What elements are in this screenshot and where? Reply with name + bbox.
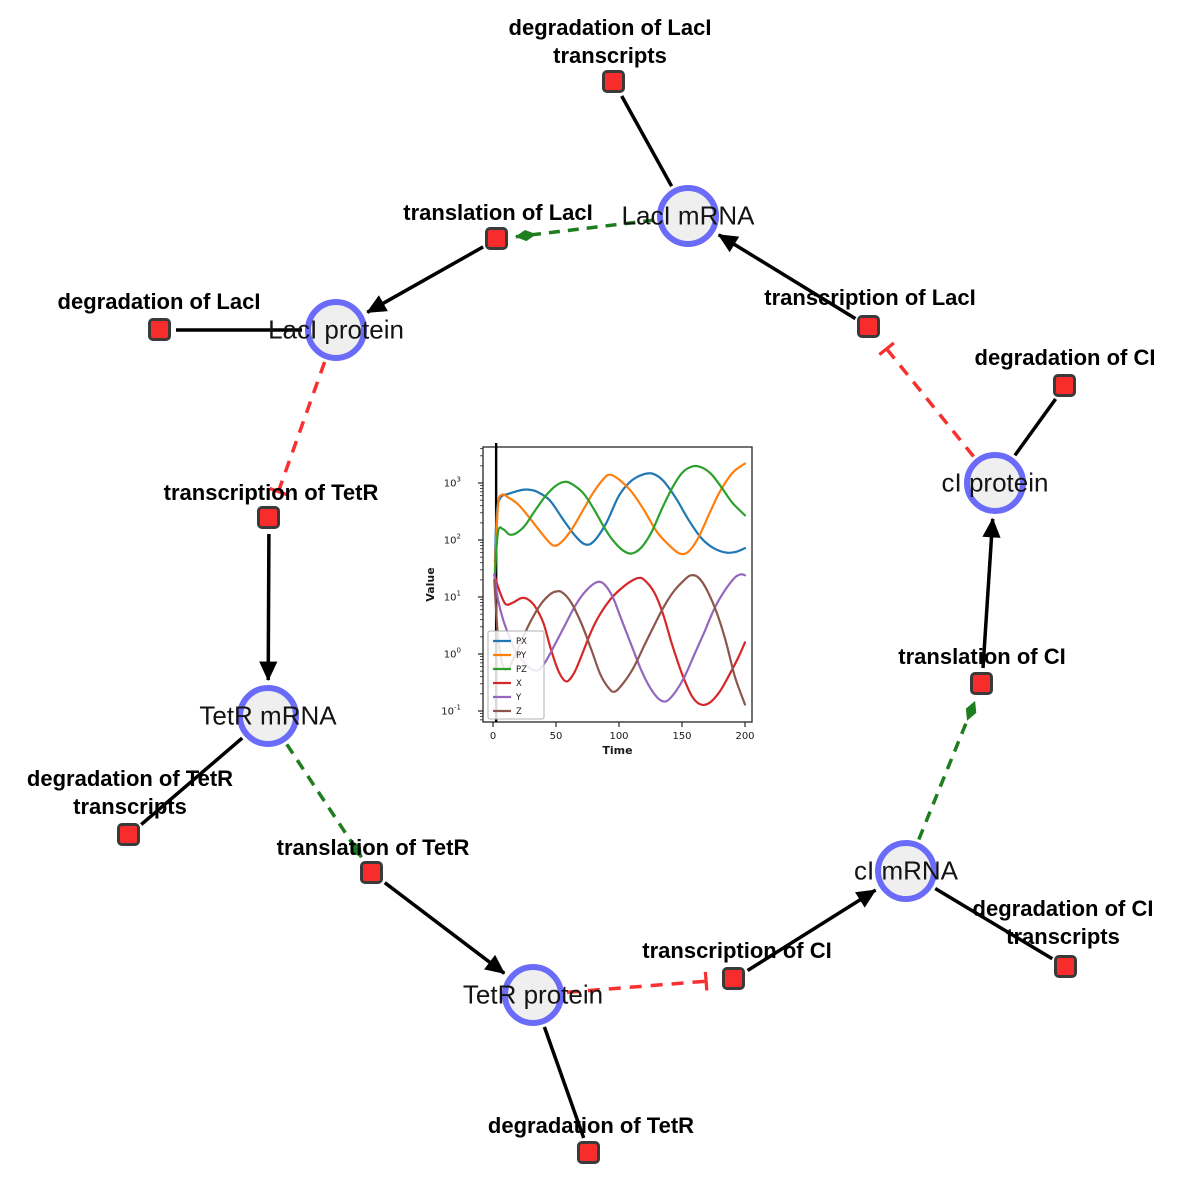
edge-arrow-transcription-tetR-to-tetR-mRNA: [259, 533, 278, 682]
reaction-label-line: transcripts: [73, 794, 187, 819]
x-tick-label: 0: [490, 731, 496, 742]
x-axis-label: Time: [602, 744, 632, 757]
species-node-tetR-mRNA: [237, 685, 299, 747]
reaction-label-line: transcription of TetR: [163, 479, 379, 505]
reaction-label-line: degradation of TetR: [26, 765, 234, 791]
edge-arrow-translation-lacI-to-lacI-protein: [366, 245, 484, 314]
x-tick-label: 100: [609, 731, 628, 742]
reaction-node-deg-lacI-transcripts: [602, 70, 625, 93]
reaction-node-deg-tetR: [577, 1141, 600, 1164]
reaction-label-deg-cI-transcripts: degradation of CI transcripts: [973, 895, 1154, 951]
reaction-label-translation-cI: translation of CI: [898, 643, 1065, 671]
edge-arrow-translation-cI-to-cI-protein: [981, 517, 1001, 669]
reaction-label-line: degradation of TetR: [487, 1112, 695, 1138]
species-label-tetR-mRNA: TetR mRNA: [199, 700, 337, 731]
reaction-node-deg-cI: [1053, 374, 1076, 397]
y-tick-label: 102: [444, 533, 461, 547]
reaction-label-deg-lacI: degradation of LacI: [58, 288, 261, 316]
species-label-cI-protein: cI protein: [941, 467, 1049, 498]
x-tick-label: 200: [735, 731, 754, 742]
species-node-tetR-protein: [502, 964, 564, 1026]
reaction-label-line: degradation of LacI: [508, 14, 712, 40]
species-node-lacI-mRNA: [657, 185, 719, 247]
reaction-label-line: transcription of CI: [642, 937, 832, 963]
reaction-label-line: degradation of CI: [972, 895, 1154, 921]
series-line-X: [493, 573, 747, 707]
reaction-label-line: degradation of CI: [974, 344, 1156, 370]
reaction-node-translation-lacI: [485, 227, 508, 250]
legend-label-PX: PX: [516, 637, 527, 647]
edge-line-cI-mRNA-to-deg-cI-transcripts: [934, 886, 1054, 961]
reaction-label-transcription-cI: transcription of CI: [642, 937, 831, 965]
reaction-node-transcription-cI: [722, 967, 745, 990]
species-label-cI-mRNA: cI mRNA: [854, 855, 958, 886]
x-tick-label: 150: [672, 731, 691, 742]
reaction-label-line: transcripts: [1006, 924, 1120, 949]
edge-modifier-lacI-mRNA-to-translation-lacI: [515, 218, 655, 242]
reaction-node-deg-tetR-transcripts: [117, 823, 140, 846]
reaction-label-deg-tetR-transcripts: degradation of TetR transcripts: [27, 765, 233, 821]
legend-label-PY: PY: [516, 651, 527, 661]
reaction-label-line: translation of CI: [898, 643, 1066, 669]
species-label-tetR-protein: TetR protein: [462, 979, 604, 1010]
chart-legend: PX PY PZ XYZ: [487, 630, 545, 720]
edges-group: [140, 95, 1058, 1139]
y-tick-label: 10-1: [441, 704, 461, 718]
reaction-node-deg-cI-transcripts: [1054, 955, 1077, 978]
reaction-label-translation-tetR: translation of TetR: [277, 834, 470, 862]
species-node-cI-protein: [964, 452, 1026, 514]
legend-label-Y: Y: [515, 693, 522, 703]
y-axis-label: Value: [424, 567, 437, 601]
species-label-lacI-protein: LacI protein: [268, 314, 404, 345]
species-node-cI-mRNA: [875, 840, 937, 902]
edge-inhibition-cI-protein-to-transcription-lacI: [878, 341, 975, 458]
edge-inhibition-lacI-protein-to-transcription-tetR: [269, 361, 327, 497]
reaction-label-line: degradation of LacI: [57, 288, 261, 314]
legend-label-Z: Z: [516, 707, 522, 717]
reaction-label-deg-cI: degradation of CI: [975, 344, 1156, 372]
species-label-lacI-mRNA: LacI mRNA: [621, 200, 755, 231]
reaction-label-transcription-tetR: transcription of TetR: [164, 479, 379, 507]
reaction-label-deg-lacI-transcripts: degradation of LacI transcripts: [509, 14, 712, 70]
reaction-label-line: transcription of LacI: [764, 284, 976, 310]
legend-label-PZ: PZ: [516, 665, 527, 675]
edge-line-tetR-protein-to-deg-tetR: [542, 1026, 586, 1139]
reaction-node-translation-cI: [970, 672, 993, 695]
reaction-label-translation-lacI: translation of LacI: [403, 199, 592, 227]
reaction-label-line: translation of LacI: [403, 199, 593, 225]
y-tick-label: 100: [444, 647, 461, 661]
edge-line-tetR-mRNA-to-deg-tetR-transcripts: [140, 736, 244, 826]
edge-arrow-transcription-lacI-to-lacI-mRNA: [717, 233, 857, 321]
edge-line-cI-protein-to-deg-cI: [1013, 397, 1058, 457]
edge-inhibition-tetR-protein-to-transcription-cI: [566, 971, 709, 995]
edge-arrow-transcription-cI-to-cI-mRNA: [746, 888, 877, 972]
edge-line-lacI-mRNA-to-deg-lacI-transcripts: [620, 95, 674, 188]
reaction-node-translation-tetR: [360, 861, 383, 884]
reaction-label-line: translation of TetR: [276, 834, 470, 860]
reaction-label-transcription-lacI: transcription of LacI: [764, 284, 975, 312]
reaction-node-transcription-tetR: [257, 506, 280, 529]
species-node-lacI-protein: [305, 299, 367, 361]
y-tick-label: 103: [444, 476, 461, 490]
reaction-node-transcription-lacI: [857, 315, 880, 338]
edge-modifier-cI-mRNA-to-translation-cI: [917, 700, 977, 841]
series-line-PX: [493, 472, 747, 564]
series-line-PZ: [493, 464, 747, 576]
x-tick-label: 50: [550, 731, 563, 742]
edge-modifier-tetR-mRNA-to-translation-tetR: [285, 743, 363, 859]
reaction-node-deg-lacI: [148, 318, 171, 341]
legend-label-X: X: [516, 679, 522, 689]
series-line-PY: [493, 462, 747, 571]
reaction-label-deg-tetR: degradation of TetR: [488, 1112, 694, 1140]
reaction-label-line: transcripts: [553, 43, 667, 68]
edge-arrow-translation-tetR-to-tetR-protein: [383, 881, 506, 975]
y-tick-label: 101: [444, 590, 461, 604]
